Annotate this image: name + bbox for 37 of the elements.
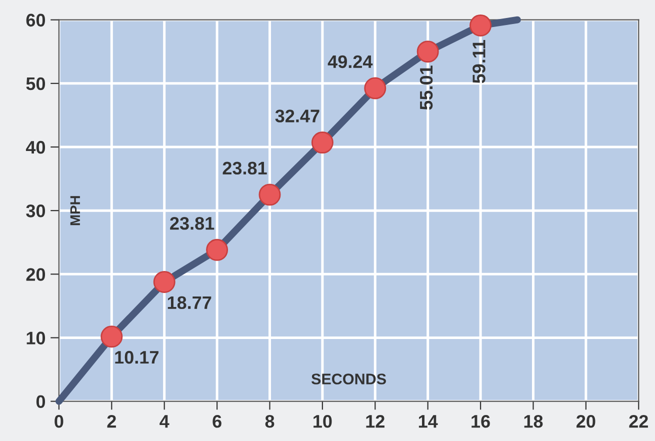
point: [364, 77, 386, 100]
data-label: 23.81: [170, 216, 214, 230]
data-label: 18.77: [168, 296, 212, 310]
y-tick-label: 50: [26, 77, 46, 90]
data-label: 55.01: [420, 66, 433, 110]
y-tick-label: 0: [36, 395, 46, 408]
point: [311, 132, 334, 154]
annotation: 23.81: [222, 162, 267, 175]
x-tick-label: 4: [160, 415, 170, 428]
y-tick-label: 60: [26, 14, 46, 27]
x-tick-label: 12: [366, 414, 384, 428]
x-tick-label: 8: [265, 414, 274, 428]
x-tick-label: 18: [524, 414, 543, 428]
y-axis-title: MPH: [70, 196, 80, 226]
x-tick-label: 2: [107, 414, 116, 428]
data-label: 10.17: [115, 350, 158, 364]
x-tick-label: 10: [314, 414, 332, 428]
y-tick-label: 10: [26, 332, 46, 344]
point: [206, 238, 228, 261]
x-tick-label: 16: [472, 414, 490, 428]
data-label: 59.11: [472, 40, 486, 84]
y-tick-label: 20: [26, 268, 46, 281]
data-label: 49.24: [328, 55, 373, 68]
x-axis-title: SECONDS: [311, 374, 386, 384]
point: [153, 270, 176, 293]
x-tick-label: 22: [629, 414, 648, 428]
point: [100, 326, 123, 348]
point: [416, 40, 439, 63]
point: [258, 184, 281, 206]
point: [470, 14, 492, 36]
y-tick-label: 40: [26, 140, 46, 154]
y-tick-label: 30: [26, 204, 46, 218]
x-tick-label: 0: [54, 414, 64, 428]
x-tick-label: 20: [576, 414, 596, 428]
x-tick-label: 14: [418, 415, 438, 428]
x-tick-label: 6: [212, 414, 222, 428]
annotation: 32.47: [275, 110, 320, 122]
